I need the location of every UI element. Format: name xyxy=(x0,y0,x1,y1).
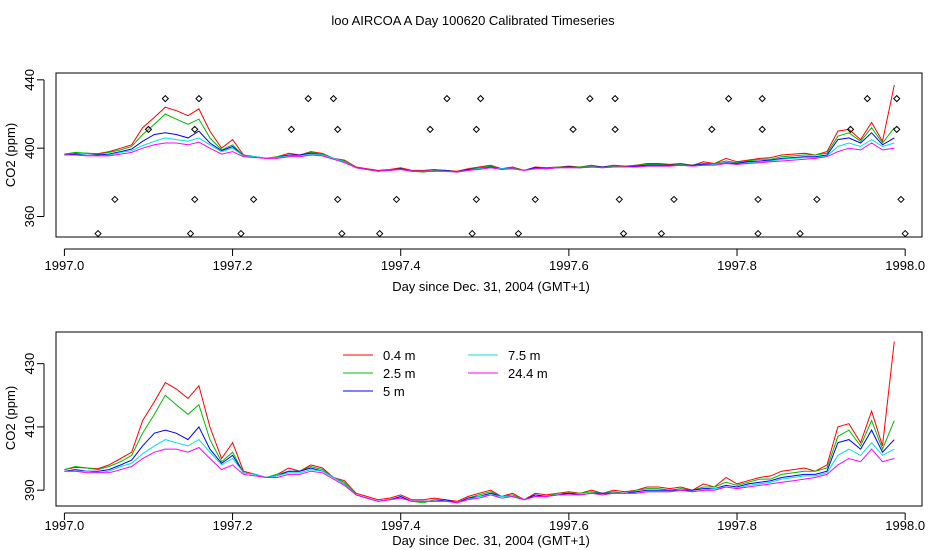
diamond-marker xyxy=(813,195,821,204)
series-line xyxy=(64,426,895,504)
series-line xyxy=(64,446,895,504)
diamond-marker xyxy=(443,94,451,103)
series-group-bottom xyxy=(64,341,895,504)
y-tick-label: 430 xyxy=(22,353,37,375)
x-tick-label: 1998.0 xyxy=(885,258,925,273)
legend-label: 2.5 m xyxy=(383,366,416,381)
diamond-marker xyxy=(611,125,619,134)
y-axis-label-bottom: CO2 (ppm) xyxy=(3,386,18,450)
diamond-marker xyxy=(287,125,296,134)
diamond-marker xyxy=(191,195,199,204)
markers-top xyxy=(94,94,909,238)
legend-label: 7.5 m xyxy=(508,348,541,363)
diamond-marker xyxy=(375,229,384,238)
diamond-marker xyxy=(338,229,346,238)
y-tick-label: 410 xyxy=(22,416,37,438)
y-axis-top: 360 400 440 xyxy=(22,69,45,228)
diamond-marker xyxy=(897,195,905,204)
diamond-marker xyxy=(249,195,258,204)
diamond-marker xyxy=(472,125,481,134)
diamond-marker xyxy=(472,195,481,204)
legend-label: 0.4 m xyxy=(383,348,416,363)
series-group-top xyxy=(64,84,895,173)
diamond-marker xyxy=(94,229,102,238)
x-tick-label: 1997.4 xyxy=(381,518,421,533)
diamond-marker xyxy=(754,229,762,238)
diamond-marker xyxy=(111,195,119,204)
x-axis-label-bottom: Day since Dec. 31, 2004 (GMT+1) xyxy=(392,533,590,548)
legend: 0.4 m 2.5 m 5 m 7.5 m 24.4 m xyxy=(343,348,548,399)
diamond-marker xyxy=(846,125,855,134)
diamond-marker xyxy=(569,125,577,134)
diamond-marker xyxy=(708,125,716,134)
x-tick-label: 1997.0 xyxy=(45,258,85,273)
series-line xyxy=(64,438,895,504)
diamond-marker xyxy=(611,94,619,103)
diamond-marker xyxy=(426,125,434,134)
diamond-marker xyxy=(304,94,312,103)
diamond-marker xyxy=(329,94,338,103)
diamond-marker xyxy=(657,229,666,238)
y-tick-label: 440 xyxy=(22,69,37,91)
x-axis-top: 1997.0 1997.2 1997.4 1997.6 1997.8 1998.0 xyxy=(45,248,925,273)
x-tick-label: 1997.8 xyxy=(717,258,757,273)
y-tick-label: 400 xyxy=(22,137,37,159)
legend-label: 5 m xyxy=(383,384,405,399)
x-tick-label: 1997.6 xyxy=(549,518,589,533)
diamond-marker xyxy=(191,125,199,134)
diamond-marker xyxy=(195,94,203,103)
series-line xyxy=(64,141,895,173)
diamond-marker xyxy=(893,125,901,134)
x-axis-bottom: 1997.0 1997.2 1997.4 1997.6 1997.8 1998.0 xyxy=(45,512,925,533)
diamond-marker xyxy=(514,229,523,238)
diamond-marker xyxy=(670,195,678,204)
diamond-marker xyxy=(893,94,901,103)
figure-title: loo AIRCOA A Day 100620 Calibrated Times… xyxy=(331,13,615,28)
x-tick-label: 1997.8 xyxy=(717,518,757,533)
x-tick-label: 1997.2 xyxy=(213,258,253,273)
series-line xyxy=(64,394,895,504)
diamond-marker xyxy=(796,229,804,238)
y-tick-label: 390 xyxy=(22,479,37,501)
diamond-marker xyxy=(186,229,195,238)
diamond-marker xyxy=(586,94,594,103)
diamond-marker xyxy=(468,229,476,238)
diamond-marker xyxy=(724,94,733,103)
diamond-marker xyxy=(161,94,170,103)
diamond-marker xyxy=(144,125,153,134)
x-tick-label: 1997.6 xyxy=(549,258,589,273)
diamond-marker xyxy=(863,94,872,103)
series-line xyxy=(64,137,895,173)
series-line xyxy=(64,84,895,172)
legend-label: 24.4 m xyxy=(508,366,548,381)
diamond-marker xyxy=(615,195,624,204)
diamond-marker xyxy=(754,195,762,204)
plot-frame-top xyxy=(55,72,923,238)
diamond-marker xyxy=(758,94,766,103)
series-line xyxy=(64,341,895,502)
diamond-marker xyxy=(237,229,245,238)
x-tick-label: 1998.0 xyxy=(885,518,925,533)
plot-frame-bottom xyxy=(55,331,923,507)
series-line xyxy=(64,113,895,173)
panel-top: 1997.0 1997.2 1997.4 1997.6 1997.8 1998.0 360… xyxy=(3,69,925,294)
x-axis-label-top: Day since Dec. 31, 2004 (GMT+1) xyxy=(392,279,590,294)
diamond-marker xyxy=(476,94,485,103)
diamond-marker xyxy=(619,229,628,238)
diamond-marker xyxy=(901,229,909,238)
diamond-marker xyxy=(758,125,766,134)
y-tick-label: 360 xyxy=(22,206,37,228)
y-axis-bottom: 390 410 430 xyxy=(22,353,45,501)
y-axis-label-top: CO2 (ppm) xyxy=(3,123,18,187)
diamond-marker xyxy=(333,195,342,204)
diamond-marker xyxy=(392,195,401,204)
series-line xyxy=(64,130,895,173)
diamond-marker xyxy=(333,125,342,134)
x-tick-label: 1997.4 xyxy=(381,258,421,273)
x-tick-label: 1997.0 xyxy=(45,518,85,533)
x-tick-label: 1997.2 xyxy=(213,518,253,533)
panel-bottom: 1997.0 1997.2 1997.4 1997.6 1997.8 1998.0 390… xyxy=(3,331,925,548)
diamond-marker xyxy=(531,195,539,204)
